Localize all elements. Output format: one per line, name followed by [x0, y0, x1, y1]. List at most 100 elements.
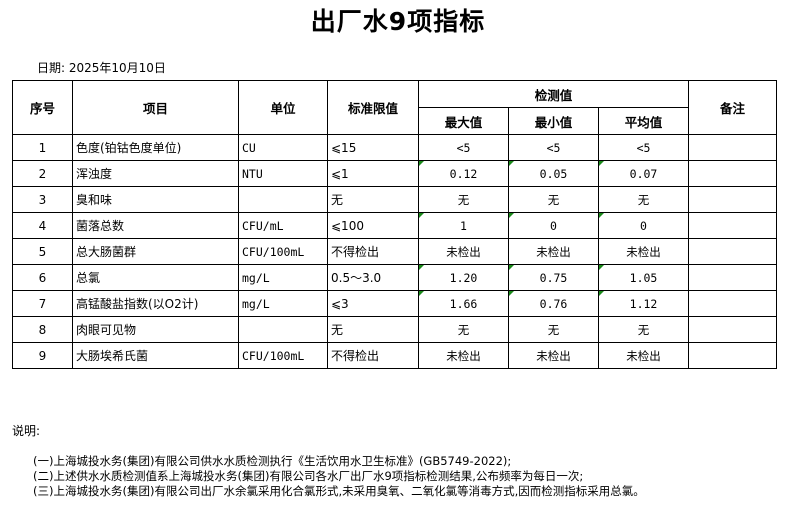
cell-min: 无 [508, 186, 599, 213]
cell-max: 0.12 [418, 160, 509, 187]
cell-text: 浑浊度 [76, 167, 113, 181]
cell-remark [688, 238, 777, 265]
cell-text: <5 [456, 140, 471, 155]
cell-text: ⩽3 [331, 296, 349, 311]
cell-item: 高锰酸盐指数(以O2计) [72, 290, 239, 317]
cell-unit: CFU/100mL [238, 342, 328, 369]
cell-limit: ⩽100 [327, 212, 419, 239]
cell-item: 肉眼可见物 [72, 316, 239, 343]
cell-text: ⩽15 [331, 140, 357, 155]
cell-item: 色度(铂钴色度单位) [72, 134, 239, 161]
cell-text: 肉眼可见物 [76, 323, 137, 337]
header-max: 最大值 [418, 107, 509, 135]
cell-seq: 7 [12, 290, 73, 317]
cell-min: 0.05 [508, 160, 599, 187]
cell-text: 未检出 [536, 244, 571, 259]
note-item: (二)上述供水水质检测值系上海城投水务(集团)有限公司各水厂出厂水9项指标检测结… [33, 469, 584, 483]
cell-max: 无 [418, 186, 509, 213]
cell-avg: 1.05 [598, 264, 689, 291]
header-avg: 平均值 [598, 107, 689, 135]
cell-min: 未检出 [508, 342, 599, 369]
cell-text: 未检出 [626, 244, 661, 259]
cell-item: 大肠埃希氏菌 [72, 342, 239, 369]
cell-text: 0.07 [629, 166, 658, 181]
table-row: 1 色度(铂钴色度单位) CU ⩽15 <5 <5 <5 [12, 134, 777, 161]
cell-seq: 8 [12, 316, 73, 343]
cell-text: 无 [547, 322, 560, 337]
note-item: (三)上海城投水务(集团)有限公司出厂水余氯采用化合氯形式,未采用臭氧、二氧化氯… [33, 484, 645, 498]
cell-text: 总大肠菌群 [76, 245, 137, 259]
cell-text: 1.20 [449, 270, 478, 285]
cell-seq: 2 [12, 160, 73, 187]
cell-limit: ⩽3 [327, 290, 419, 317]
cell-text: 1.12 [629, 296, 658, 311]
cell-text: NTU [242, 166, 263, 181]
cell-text: 0.12 [449, 166, 478, 181]
cell-seq: 9 [12, 342, 73, 369]
table-row: 7 高锰酸盐指数(以O2计) mg/L ⩽3 1.66 0.76 1.12 [12, 290, 777, 317]
cell-max: 无 [418, 316, 509, 343]
notes-heading: 说明: [12, 424, 41, 438]
cell-text: 0.76 [539, 296, 568, 311]
cell-avg: 无 [598, 316, 689, 343]
cell-min: 0 [508, 212, 599, 239]
cell-text: 4 [38, 218, 47, 233]
cell-min: 0.76 [508, 290, 599, 317]
cell-text: 无 [547, 192, 560, 207]
cell-max: 1.66 [418, 290, 509, 317]
cell-text: 无 [331, 323, 344, 337]
header-limit: 标准限值 [327, 80, 419, 135]
cell-seq: 3 [12, 186, 73, 213]
error-indicator-icon [509, 161, 514, 166]
cell-remark [688, 264, 777, 291]
cell-text: 2 [38, 166, 47, 181]
cell-text: 无 [457, 192, 470, 207]
error-indicator-icon [509, 213, 514, 218]
cell-unit [238, 316, 328, 343]
cell-text: ⩽1 [331, 166, 349, 181]
cell-text: 大肠埃希氏菌 [76, 349, 149, 363]
water-quality-table: 序号 项目 单位 标准限值 检测值 备注 最大值 最小值 平均值 1 色度(铂钴色… [12, 80, 777, 369]
header-remark: 备注 [688, 80, 777, 135]
cell-text: 未检出 [446, 348, 481, 363]
cell-text: 0 [640, 218, 647, 233]
cell-text: 0 [550, 218, 557, 233]
cell-text: <5 [636, 140, 651, 155]
cell-unit: mg/L [238, 264, 328, 291]
cell-text: 0.75 [539, 270, 568, 285]
header-seq: 序号 [12, 80, 73, 135]
cell-remark [688, 212, 777, 239]
table-row: 8 肉眼可见物 无 无 无 无 [12, 316, 777, 343]
cell-text: CU [242, 140, 256, 155]
error-indicator-icon [509, 265, 514, 270]
cell-avg: 未检出 [598, 238, 689, 265]
report-date: 日期: 2025年10月10日 [37, 61, 166, 75]
cell-unit: NTU [238, 160, 328, 187]
header-measured: 检测值 [418, 80, 689, 108]
cell-limit: ⩽15 [327, 134, 419, 161]
error-indicator-icon [599, 213, 604, 218]
cell-item: 浑浊度 [72, 160, 239, 187]
cell-text: 6 [38, 270, 47, 285]
header-item: 项目 [72, 80, 239, 135]
cell-unit [238, 186, 328, 213]
cell-limit: 无 [327, 316, 419, 343]
notes: (一)上海城投水务(集团)有限公司供水水质检测执行《生活饮用水卫生标准》(GB5… [33, 454, 645, 499]
table-row: 3 臭和味 无 无 无 无 [12, 186, 777, 213]
cell-min: <5 [508, 134, 599, 161]
cell-item: 臭和味 [72, 186, 239, 213]
cell-text: 1.66 [449, 296, 478, 311]
header-unit: 单位 [238, 80, 328, 135]
cell-text: mg/L [242, 296, 270, 311]
cell-text: 1.05 [629, 270, 658, 285]
cell-text: 7 [38, 296, 47, 311]
cell-remark [688, 316, 777, 343]
cell-text: mg/L [242, 270, 270, 285]
error-indicator-icon [419, 213, 424, 218]
cell-text: 1 [460, 218, 467, 233]
cell-text: 无 [637, 322, 650, 337]
cell-text: 0.5～3.0 [331, 271, 382, 285]
cell-text: 高锰酸盐指数(以O2计) [76, 297, 199, 311]
cell-remark [688, 342, 777, 369]
cell-text: 不得检出 [331, 349, 380, 363]
